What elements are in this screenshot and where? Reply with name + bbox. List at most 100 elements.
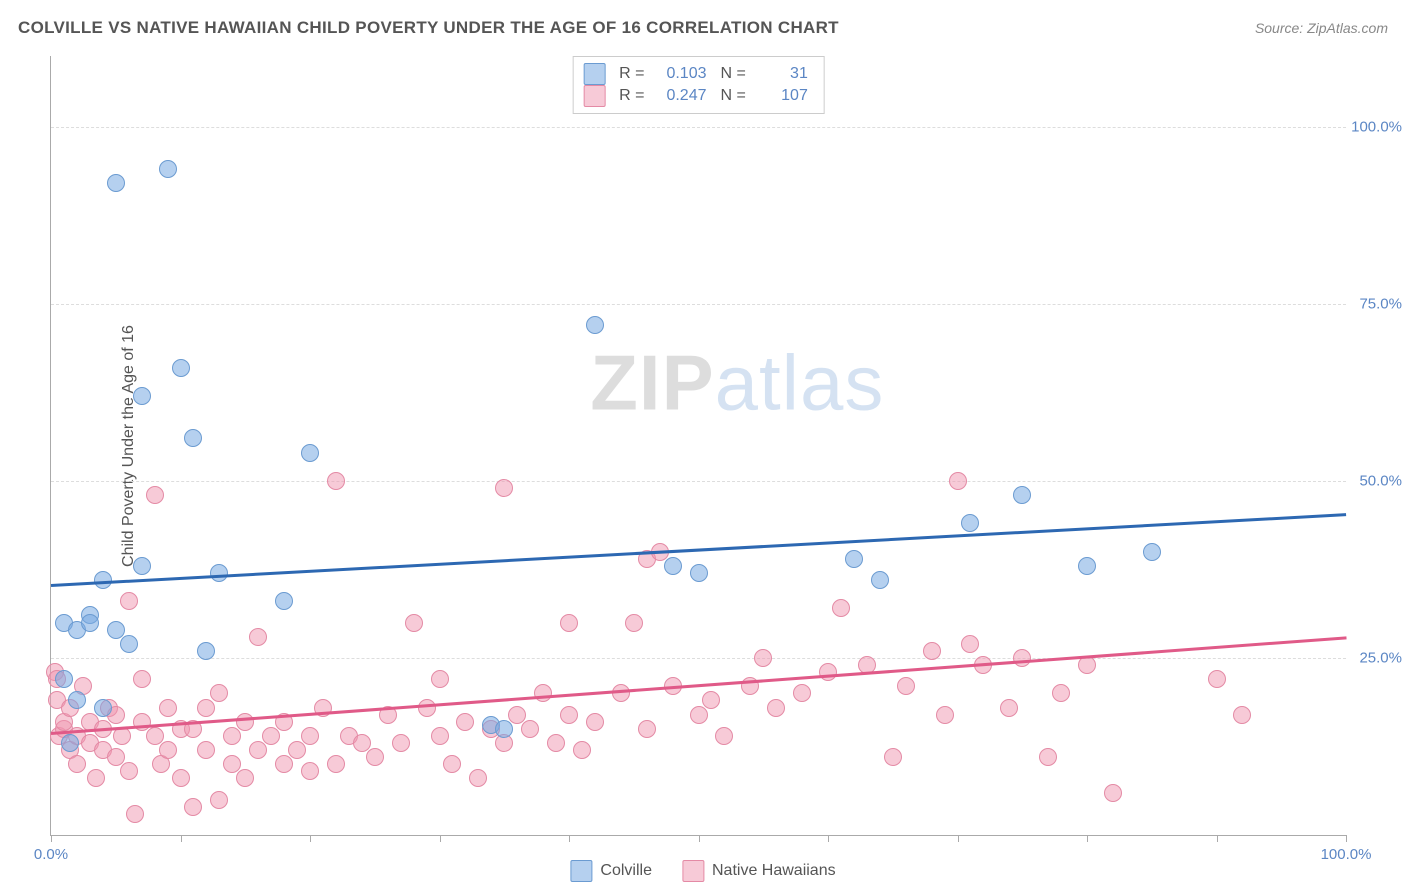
scatter-point xyxy=(133,387,151,405)
scatter-point xyxy=(923,642,941,660)
scatter-point xyxy=(210,791,228,809)
x-tick xyxy=(958,835,959,842)
scatter-point xyxy=(897,677,915,695)
scatter-point xyxy=(961,514,979,532)
y-tick-label: 100.0% xyxy=(1351,118,1402,135)
r-label: R = xyxy=(619,87,644,105)
x-tick xyxy=(310,835,311,842)
scatter-point xyxy=(107,174,125,192)
scatter-point xyxy=(366,748,384,766)
watermark-atlas: atlas xyxy=(715,339,885,427)
scatter-point xyxy=(197,699,215,717)
scatter-point xyxy=(61,734,79,752)
scatter-point xyxy=(767,699,785,717)
scatter-point xyxy=(94,699,112,717)
scatter-point xyxy=(431,670,449,688)
x-tick xyxy=(828,835,829,842)
scatter-point xyxy=(664,557,682,575)
scatter-point xyxy=(586,713,604,731)
scatter-point xyxy=(1000,699,1018,717)
scatter-point xyxy=(275,755,293,773)
scatter-point xyxy=(262,727,280,745)
r-label: R = xyxy=(619,65,644,83)
scatter-point xyxy=(236,713,254,731)
scatter-point xyxy=(625,614,643,632)
scatter-point xyxy=(159,741,177,759)
scatter-point xyxy=(172,769,190,787)
scatter-point xyxy=(690,564,708,582)
scatter-point xyxy=(1052,684,1070,702)
scatter-point xyxy=(469,769,487,787)
legend-stats-box: R =0.103N =31R =0.247N =107 xyxy=(572,56,825,114)
legend-swatch xyxy=(583,85,605,107)
scatter-point xyxy=(68,755,86,773)
scatter-point xyxy=(1078,557,1096,575)
scatter-point xyxy=(288,741,306,759)
legend-stat-row: R =0.103N =31 xyxy=(583,63,808,85)
scatter-point xyxy=(845,550,863,568)
scatter-point xyxy=(560,614,578,632)
r-value: 0.247 xyxy=(651,87,707,105)
scatter-point xyxy=(443,755,461,773)
scatter-point xyxy=(638,720,656,738)
scatter-point xyxy=(236,769,254,787)
x-tick xyxy=(1087,835,1088,842)
scatter-point xyxy=(275,592,293,610)
scatter-point xyxy=(573,741,591,759)
scatter-point xyxy=(210,564,228,582)
scatter-point xyxy=(495,720,513,738)
scatter-point xyxy=(120,635,138,653)
chart-title: COLVILLE VS NATIVE HAWAIIAN CHILD POVERT… xyxy=(18,18,839,38)
chart-plot-area: ZIPatlas R =0.103N =31R =0.247N =107 25.… xyxy=(50,56,1346,836)
y-tick-label: 25.0% xyxy=(1359,649,1402,666)
scatter-point xyxy=(405,614,423,632)
scatter-point xyxy=(249,741,267,759)
watermark-zip: ZIP xyxy=(590,339,714,427)
scatter-point xyxy=(327,472,345,490)
scatter-point xyxy=(936,706,954,724)
gridline xyxy=(51,304,1346,305)
x-axis-label: 0.0% xyxy=(34,846,68,863)
scatter-point xyxy=(961,635,979,653)
x-tick xyxy=(181,835,182,842)
scatter-point xyxy=(1013,649,1031,667)
x-tick xyxy=(51,835,52,842)
y-tick-label: 75.0% xyxy=(1359,295,1402,312)
scatter-point xyxy=(702,691,720,709)
scatter-point xyxy=(55,670,73,688)
scatter-point xyxy=(1078,656,1096,674)
legend-item: Native Hawaiians xyxy=(682,860,836,882)
gridline xyxy=(51,658,1346,659)
watermark: ZIPatlas xyxy=(590,338,884,429)
legend-label: Native Hawaiians xyxy=(712,862,836,880)
scatter-point xyxy=(301,444,319,462)
scatter-point xyxy=(392,734,410,752)
legend-item: Colville xyxy=(570,860,652,882)
scatter-point xyxy=(197,642,215,660)
legend-swatch xyxy=(583,63,605,85)
scatter-point xyxy=(197,741,215,759)
legend-series: Colville Native Hawaiians xyxy=(570,860,835,882)
scatter-point xyxy=(120,592,138,610)
scatter-point xyxy=(819,663,837,681)
legend-label: Colville xyxy=(600,862,652,880)
scatter-point xyxy=(223,727,241,745)
scatter-point xyxy=(301,762,319,780)
n-value: 107 xyxy=(752,87,808,105)
scatter-point xyxy=(612,684,630,702)
scatter-point xyxy=(793,684,811,702)
scatter-point xyxy=(184,798,202,816)
scatter-point xyxy=(81,614,99,632)
n-label: N = xyxy=(721,87,746,105)
gridline xyxy=(51,481,1346,482)
scatter-point xyxy=(754,649,772,667)
scatter-point xyxy=(1143,543,1161,561)
scatter-point xyxy=(871,571,889,589)
scatter-point xyxy=(120,762,138,780)
scatter-point xyxy=(159,160,177,178)
x-tick xyxy=(699,835,700,842)
scatter-point xyxy=(832,599,850,617)
legend-swatch xyxy=(682,860,704,882)
legend-swatch xyxy=(570,860,592,882)
scatter-point xyxy=(495,479,513,497)
